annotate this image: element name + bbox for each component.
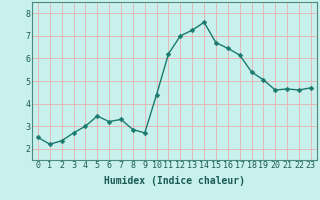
X-axis label: Humidex (Indice chaleur): Humidex (Indice chaleur): [104, 176, 245, 186]
